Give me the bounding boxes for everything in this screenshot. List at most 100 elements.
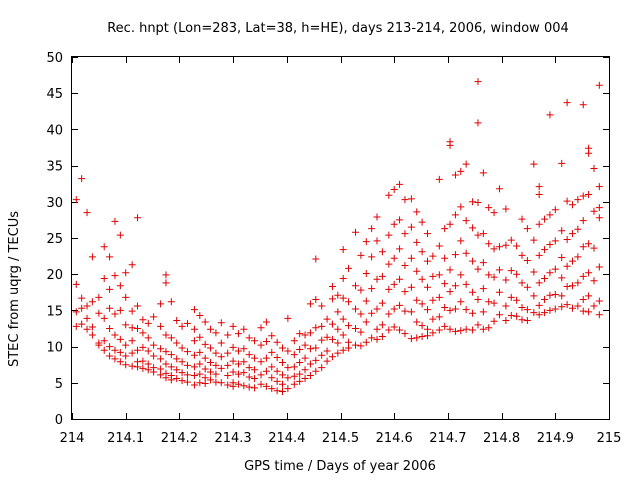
data-point bbox=[435, 175, 443, 183]
data-point bbox=[357, 251, 365, 259]
data-point bbox=[157, 322, 165, 330]
data-point bbox=[345, 298, 353, 306]
data-point bbox=[457, 203, 465, 211]
y-tick-label: 20 bbox=[46, 268, 63, 283]
data-point bbox=[301, 341, 309, 349]
axis-ticks: 214 214.1 214.2 214.3 214.4 214.5 214.6 214.7 21… bbox=[46, 51, 621, 446]
data-point bbox=[451, 305, 459, 313]
x-tick-label: 214.5 bbox=[322, 431, 359, 446]
y-tick-label: 30 bbox=[46, 196, 63, 211]
data-point bbox=[201, 380, 209, 388]
data-point bbox=[479, 169, 487, 177]
data-point bbox=[78, 175, 86, 183]
data-point bbox=[385, 231, 393, 239]
data-point bbox=[352, 282, 360, 290]
x-tick-label: 214.7 bbox=[429, 431, 466, 446]
data-point bbox=[373, 335, 381, 343]
data-point bbox=[106, 285, 114, 293]
data-point bbox=[328, 320, 336, 328]
data-point bbox=[318, 351, 326, 359]
data-point bbox=[345, 344, 353, 352]
data-point bbox=[446, 141, 454, 149]
data-point bbox=[72, 196, 80, 204]
data-point bbox=[268, 363, 276, 371]
y-tick-label: 40 bbox=[46, 123, 63, 138]
data-point bbox=[116, 348, 124, 356]
data-point bbox=[318, 336, 326, 344]
data-point bbox=[128, 261, 136, 269]
data-point bbox=[418, 332, 426, 340]
data-point bbox=[462, 217, 470, 225]
data-point bbox=[474, 265, 482, 273]
data-point bbox=[579, 243, 587, 251]
data-point bbox=[183, 378, 191, 386]
data-point bbox=[407, 283, 415, 291]
data-point bbox=[224, 381, 232, 389]
data-point bbox=[128, 349, 136, 357]
data-point bbox=[100, 337, 108, 345]
data-point bbox=[196, 360, 204, 368]
data-point bbox=[111, 355, 119, 363]
data-point bbox=[357, 286, 365, 294]
data-point bbox=[251, 337, 259, 345]
data-point bbox=[396, 180, 404, 188]
data-point bbox=[83, 302, 91, 310]
data-point bbox=[128, 362, 136, 370]
data-point bbox=[334, 291, 342, 299]
data-point bbox=[290, 363, 298, 371]
data-point bbox=[257, 371, 265, 379]
data-point bbox=[284, 364, 292, 372]
data-point bbox=[234, 347, 242, 355]
data-point bbox=[469, 326, 477, 334]
data-point bbox=[513, 312, 521, 320]
data-point bbox=[229, 357, 237, 365]
data-point bbox=[212, 329, 220, 337]
data-point bbox=[88, 323, 96, 331]
data-point bbox=[451, 282, 459, 290]
data-point bbox=[590, 302, 598, 310]
data-point bbox=[323, 347, 331, 355]
data-point bbox=[323, 333, 331, 341]
data-point bbox=[568, 257, 576, 265]
data-point bbox=[413, 334, 421, 342]
data-point bbox=[368, 225, 376, 233]
data-point bbox=[257, 358, 265, 366]
data-point bbox=[245, 351, 253, 359]
data-point bbox=[362, 318, 370, 326]
data-point bbox=[122, 352, 130, 360]
data-point bbox=[111, 272, 119, 280]
data-point bbox=[378, 248, 386, 256]
data-point bbox=[551, 290, 559, 298]
data-point bbox=[229, 382, 237, 390]
data-point bbox=[490, 273, 498, 281]
data-point bbox=[579, 272, 587, 280]
data-point bbox=[212, 378, 220, 386]
data-point bbox=[385, 260, 393, 268]
data-point bbox=[474, 119, 482, 127]
data-point bbox=[469, 257, 477, 265]
data-point bbox=[523, 283, 531, 291]
data-point bbox=[469, 224, 477, 232]
data-point bbox=[318, 322, 326, 330]
data-point bbox=[585, 191, 593, 199]
data-point bbox=[485, 240, 493, 248]
data-point bbox=[579, 296, 587, 304]
data-point bbox=[328, 295, 336, 303]
data-point bbox=[585, 269, 593, 277]
data-point bbox=[595, 311, 603, 319]
data-point bbox=[546, 306, 554, 314]
data-point bbox=[390, 254, 398, 262]
data-point bbox=[352, 325, 360, 332]
data-point bbox=[385, 326, 393, 334]
data-point bbox=[413, 318, 421, 326]
data-point bbox=[390, 280, 398, 288]
data-point bbox=[257, 324, 265, 332]
data-point bbox=[190, 351, 198, 359]
data-point bbox=[390, 185, 398, 193]
data-point bbox=[144, 319, 152, 327]
data-point bbox=[173, 355, 181, 363]
data-point bbox=[535, 279, 543, 287]
data-point bbox=[217, 353, 225, 361]
data-point bbox=[474, 199, 482, 207]
